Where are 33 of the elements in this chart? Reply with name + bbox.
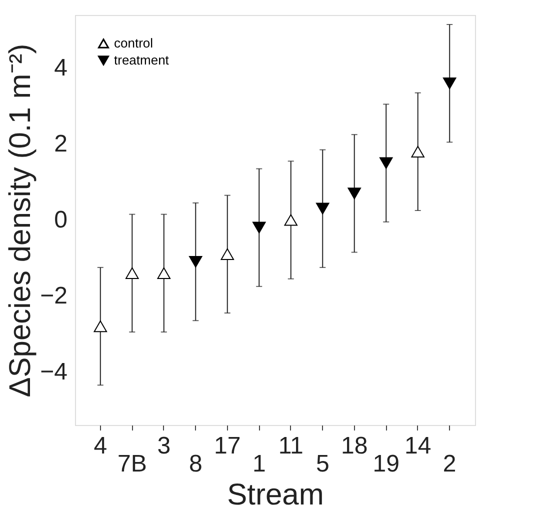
x-tick-label: 11 — [278, 432, 304, 460]
x-tick-label: 18 — [341, 432, 368, 460]
point — [379, 157, 393, 169]
point — [157, 267, 171, 279]
x-tick-label: 2 — [442, 450, 456, 478]
x-tick-label: 1 — [252, 450, 266, 478]
y-tick-label: 2 — [54, 130, 68, 158]
y-axis-title: ΔSpecies density (0.1 m⁻²) — [4, 44, 38, 398]
legend-label: control — [114, 36, 154, 50]
x-tick-label: 14 — [404, 432, 432, 460]
y-tick-label: −4 — [40, 358, 68, 386]
point — [126, 267, 139, 279]
x-axis-title: Stream — [227, 478, 324, 512]
point — [220, 248, 234, 260]
point — [316, 202, 330, 214]
x-tick-label: 5 — [316, 450, 330, 478]
x-tick-label: 19 — [372, 450, 400, 478]
y-tick-label: 4 — [54, 54, 68, 82]
x-tick-label: 17 — [214, 432, 241, 460]
x-tick-label: 7B — [117, 450, 147, 478]
legend-label: treatment — [114, 52, 170, 68]
point — [284, 214, 298, 226]
point — [348, 188, 361, 200]
point — [189, 256, 202, 268]
x-tick-label: 8 — [188, 450, 202, 478]
y-tick-label: 0 — [54, 206, 68, 234]
point — [411, 146, 424, 158]
x-tick-label: 4 — [94, 432, 108, 460]
point — [94, 320, 108, 332]
point — [442, 78, 456, 90]
x-tick-label: 3 — [157, 432, 171, 460]
point — [252, 222, 266, 234]
y-tick-label: −2 — [40, 282, 68, 310]
